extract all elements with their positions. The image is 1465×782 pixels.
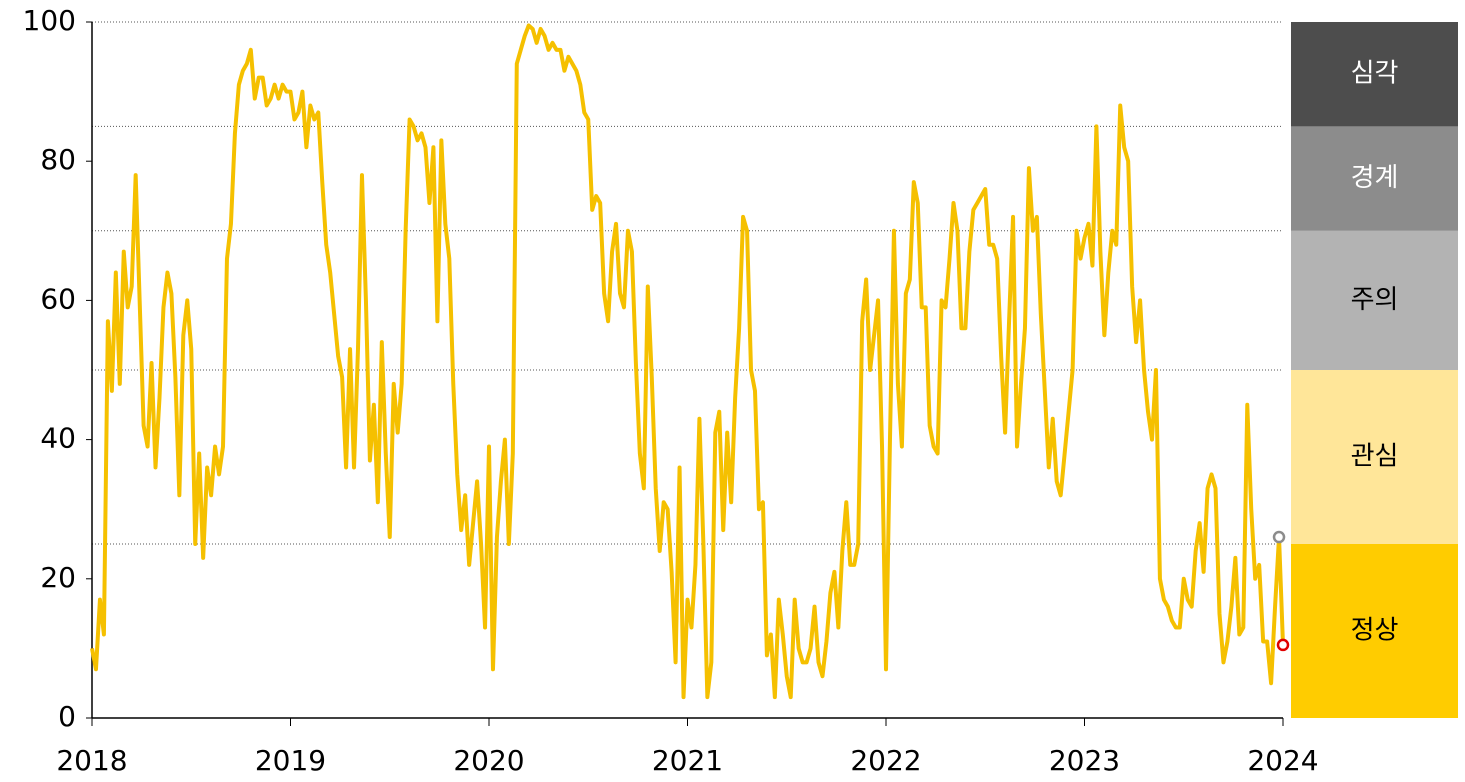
highlight-point bbox=[1272, 530, 1286, 544]
band-label: 정상 bbox=[1351, 616, 1399, 646]
y-tick-label: 20 bbox=[40, 561, 76, 594]
y-tick-label: 0 bbox=[58, 700, 76, 733]
band bbox=[1291, 126, 1458, 231]
y-tick-label: 60 bbox=[40, 282, 76, 315]
band bbox=[1291, 230, 1458, 370]
band bbox=[1291, 544, 1458, 718]
x-tick-label: 2022 bbox=[850, 744, 921, 777]
y-tick-label: 40 bbox=[40, 422, 76, 455]
band bbox=[1291, 22, 1458, 127]
x-tick-label: 2020 bbox=[453, 744, 524, 777]
x-tick-label: 2018 bbox=[56, 744, 127, 777]
highlight-point bbox=[1276, 638, 1290, 652]
band bbox=[1291, 370, 1458, 544]
band-label: 주의 bbox=[1351, 285, 1399, 315]
y-tick-label: 80 bbox=[40, 143, 76, 176]
x-tick-label: 2024 bbox=[1247, 744, 1318, 777]
band-label: 관심 bbox=[1351, 442, 1399, 472]
x-tick-label: 2019 bbox=[255, 744, 326, 777]
y-tick-label: 100 bbox=[23, 4, 76, 37]
data-line bbox=[90, 23, 1285, 700]
x-tick-label: 2023 bbox=[1049, 744, 1120, 777]
band-label: 경계 bbox=[1351, 163, 1399, 193]
x-tick-label: 2021 bbox=[652, 744, 723, 777]
band-label: 심각 bbox=[1351, 59, 1399, 89]
